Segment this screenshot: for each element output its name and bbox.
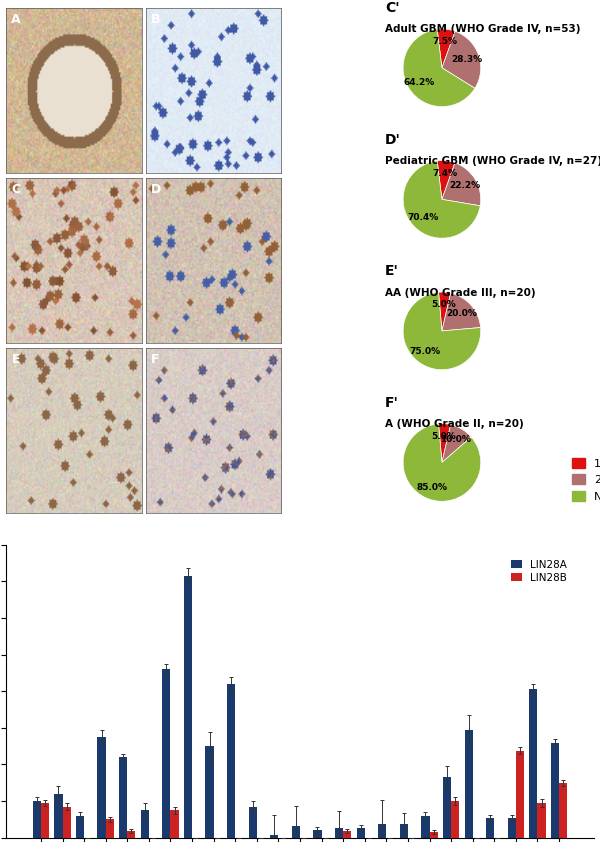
- Bar: [551, 743, 559, 838]
- Text: A (WHO Grade II, n=20): A (WHO Grade II, n=20): [385, 419, 524, 429]
- Bar: [378, 824, 386, 838]
- Text: D': D': [385, 133, 401, 147]
- Legend: LIN28A, LIN28B: LIN28A, LIN28B: [507, 556, 571, 587]
- Text: F: F: [151, 353, 160, 365]
- Legend: 1+, 2+, Null: 1+, 2+, Null: [568, 454, 600, 506]
- Text: 70.4%: 70.4%: [407, 213, 439, 222]
- Bar: [76, 816, 84, 838]
- Bar: [343, 831, 352, 838]
- Wedge shape: [437, 161, 455, 200]
- Bar: [335, 828, 343, 838]
- Wedge shape: [442, 163, 481, 205]
- Text: 7.4%: 7.4%: [432, 168, 457, 178]
- Wedge shape: [403, 29, 475, 107]
- Bar: [486, 818, 494, 838]
- Bar: [538, 803, 545, 838]
- Bar: [184, 576, 192, 838]
- Bar: [41, 803, 49, 838]
- Wedge shape: [403, 161, 480, 238]
- Text: A: A: [11, 13, 21, 26]
- Text: C': C': [385, 2, 400, 15]
- Text: 7.5%: 7.5%: [433, 37, 457, 46]
- Bar: [33, 801, 41, 838]
- Bar: [421, 816, 430, 838]
- Text: 5.0%: 5.0%: [431, 432, 456, 440]
- Text: 64.2%: 64.2%: [404, 77, 435, 87]
- Bar: [227, 684, 235, 838]
- Bar: [119, 757, 127, 838]
- Bar: [529, 690, 538, 838]
- Text: 22.2%: 22.2%: [449, 181, 481, 190]
- Bar: [140, 810, 149, 838]
- Text: C: C: [11, 183, 20, 196]
- Wedge shape: [442, 424, 471, 462]
- Bar: [313, 830, 322, 838]
- Bar: [248, 807, 257, 838]
- Bar: [516, 750, 524, 838]
- Bar: [97, 737, 106, 838]
- Bar: [205, 746, 214, 838]
- Text: AA (WHO Grade III, n=20): AA (WHO Grade III, n=20): [385, 287, 535, 297]
- Wedge shape: [403, 292, 481, 370]
- Wedge shape: [403, 424, 481, 501]
- Bar: [170, 810, 179, 838]
- Bar: [127, 831, 136, 838]
- Text: 10.0%: 10.0%: [440, 435, 471, 445]
- Text: 75.0%: 75.0%: [409, 347, 440, 355]
- Bar: [292, 826, 300, 838]
- Text: 85.0%: 85.0%: [416, 482, 448, 492]
- Text: E': E': [385, 264, 399, 279]
- Text: 5.0%: 5.0%: [431, 300, 456, 309]
- Wedge shape: [439, 424, 451, 462]
- Wedge shape: [437, 29, 455, 68]
- Bar: [464, 730, 473, 838]
- Text: E: E: [11, 353, 20, 365]
- Bar: [270, 835, 278, 838]
- Bar: [356, 828, 365, 838]
- Wedge shape: [442, 293, 481, 331]
- Wedge shape: [442, 31, 481, 88]
- Text: Adult GBM (WHO Grade IV, n=53): Adult GBM (WHO Grade IV, n=53): [385, 24, 580, 35]
- Bar: [162, 669, 170, 838]
- Text: Pediatric GBM (WHO Grade IV, n=27): Pediatric GBM (WHO Grade IV, n=27): [385, 156, 600, 166]
- Bar: [559, 783, 567, 838]
- Bar: [430, 832, 438, 838]
- Text: D: D: [151, 183, 161, 196]
- Wedge shape: [439, 292, 451, 331]
- Text: 20.0%: 20.0%: [446, 309, 478, 318]
- Bar: [443, 777, 451, 838]
- Text: F': F': [385, 396, 399, 410]
- Bar: [62, 807, 71, 838]
- Bar: [400, 824, 408, 838]
- Bar: [106, 819, 114, 838]
- Text: 28.3%: 28.3%: [451, 55, 482, 64]
- Bar: [508, 818, 516, 838]
- Bar: [451, 801, 460, 838]
- Bar: [55, 794, 62, 838]
- Text: B: B: [151, 13, 161, 26]
